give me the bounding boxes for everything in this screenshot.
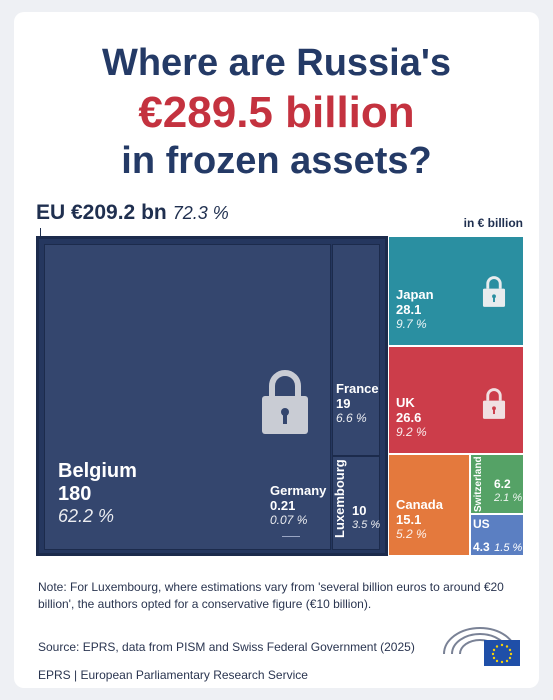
- label-canada-name: Canada: [396, 497, 443, 512]
- label-us-name: US: [473, 517, 490, 531]
- footnote: Note: For Luxembourg, where estimations …: [38, 580, 504, 611]
- label-luxembourg-value: 10: [352, 503, 367, 518]
- label-france-value: 19: [336, 395, 351, 411]
- label-france-name: France: [336, 381, 379, 396]
- label-us-pct: 1.5 %: [494, 542, 523, 554]
- label-canada-value: 15.1: [396, 511, 422, 527]
- label-belgium: Belgium 180 62.2 %: [58, 460, 137, 527]
- lock-icon: [482, 276, 506, 307]
- label-japan-pct: 9.7 %: [396, 316, 427, 331]
- lock-icon: [482, 388, 506, 419]
- label-switzerland-name: Switzerland: [473, 456, 484, 512]
- label-uk-pct: 9.2 %: [396, 424, 427, 439]
- eu-bracket-tick: [40, 228, 41, 236]
- label-switzerland-pct: 2.1 %: [494, 491, 523, 504]
- lock-icon: [262, 370, 308, 434]
- source-text: Source: EPRS, data from PISM and Swiss F…: [38, 640, 415, 654]
- label-switzerland-name-wrap: Switzerland: [473, 456, 485, 512]
- title-line-3: in frozen assets?: [121, 140, 432, 182]
- label-germany-name: Germany: [270, 483, 327, 498]
- label-switzerland: 6.2 2.1 %: [494, 477, 523, 504]
- label-uk-value: 26.6: [396, 409, 422, 425]
- eu-total-value: EU €209.2 bn: [36, 201, 167, 224]
- label-germany-pct: 0.07 %: [270, 512, 308, 527]
- treemap-chart: Belgium 180 62.2 % Germany 0.21 0.07 % F…: [36, 236, 524, 556]
- eu-total-pct: 72.3 %: [172, 203, 229, 223]
- treemap-cell-switzerland: [470, 454, 524, 514]
- label-luxembourg-name: Luxembourg: [332, 459, 347, 538]
- label-belgium-name: Belgium: [58, 460, 137, 482]
- title-line-2-amount: €289.5 billion: [138, 88, 415, 137]
- label-uk: UK 26.6 9.2 %: [396, 395, 427, 440]
- label-germany-value: 0.21: [270, 497, 296, 513]
- eu-total-label: EU €209.2 bn 72.3 %: [36, 201, 229, 225]
- label-canada-pct: 5.2 %: [396, 526, 427, 541]
- label-us-value: 4.3: [473, 540, 490, 554]
- treemap-cell-us: [470, 514, 524, 556]
- label-japan-value: 28.1: [396, 301, 422, 317]
- label-luxembourg-pct: 3.5 %: [352, 518, 381, 531]
- treemap-cell-canada: [388, 454, 470, 556]
- label-japan: Japan 28.1 9.7 %: [396, 287, 434, 332]
- label-japan-name: Japan: [396, 287, 434, 302]
- label-belgium-pct: 62.2 %: [58, 506, 115, 526]
- label-france-pct: 6.6 %: [336, 410, 367, 425]
- label-switzerland-value: 6.2: [494, 477, 511, 491]
- title-line-1: Where are Russia's: [101, 42, 452, 84]
- unit-label: in € billion: [463, 216, 523, 230]
- footer-text: EPRS | European Parliamentary Research S…: [38, 668, 308, 682]
- treemap-cell-germany: [282, 536, 300, 537]
- label-uk-name: UK: [396, 395, 415, 410]
- label-us-values: 4.3 1.5 %: [473, 538, 522, 556]
- label-luxembourg: 10 3.5 %: [352, 503, 381, 532]
- label-belgium-value: 180: [58, 483, 92, 505]
- label-luxembourg-name-wrap: Luxembourg: [332, 459, 348, 538]
- label-canada: Canada 15.1 5.2 %: [396, 497, 443, 542]
- eu-flag-icon: [484, 640, 520, 666]
- treemap-cell-france: [332, 244, 380, 456]
- label-france: France 19 6.6 %: [336, 381, 379, 426]
- treemap-cell-luxembourg: [332, 456, 380, 550]
- label-us: US: [473, 517, 490, 532]
- label-germany: Germany 0.21 0.07 %: [270, 483, 327, 528]
